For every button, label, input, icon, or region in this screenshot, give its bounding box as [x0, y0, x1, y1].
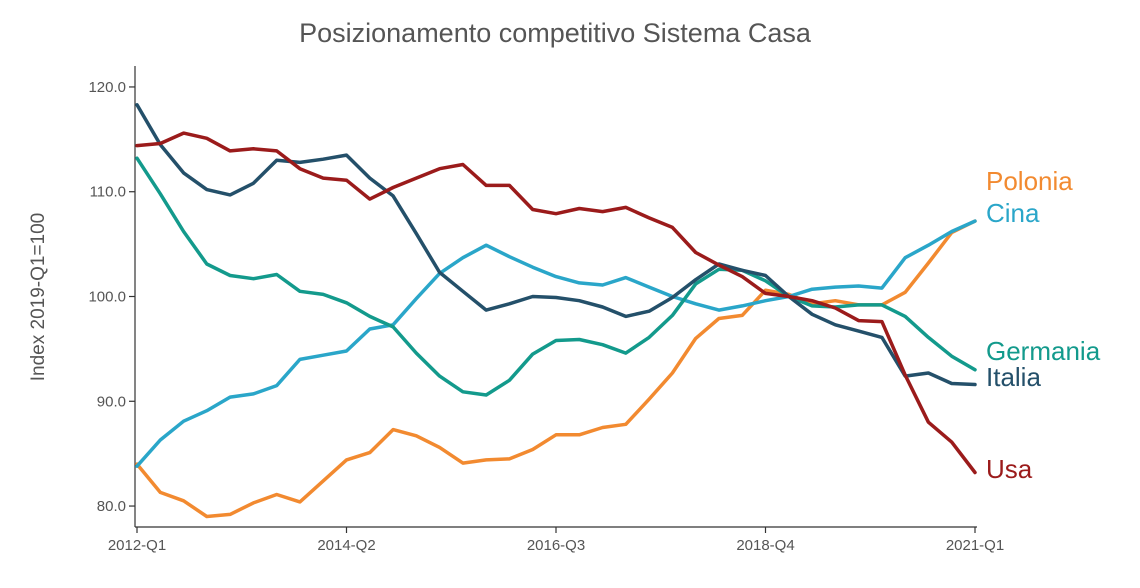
series-lines: [135, 103, 977, 519]
x-tick-label: 2014-Q2: [317, 537, 375, 554]
x-axis-ticks: 2012-Q1 2014-Q2 2016-Q3 2018-Q4 2021-Q1: [108, 527, 1004, 554]
y-axis-label: Index 2019-Q1=100: [28, 213, 49, 382]
series-line-italia: [135, 103, 977, 387]
y-tick-label: 110.0: [90, 184, 126, 201]
chart-title: Posizionamento competitivo Sistema Casa: [299, 18, 812, 48]
series-label-germania: Germania: [986, 336, 1101, 366]
x-tick-label: 2016-Q3: [527, 537, 585, 554]
x-tick-label: 2021-Q1: [946, 537, 1004, 554]
y-tick-label: 90.0: [97, 393, 126, 410]
y-tick-label: 120.0: [88, 79, 126, 96]
x-tick-label: 2018-Q4: [736, 537, 794, 554]
series-label-polonia: Polonia: [986, 166, 1073, 196]
x-tick-label: 2012-Q1: [108, 537, 166, 554]
y-tick-label: 100.0: [88, 289, 126, 306]
y-axis-ticks: 80.0 90.0 100.0 110.0 120.0: [88, 79, 135, 515]
series-label-cina: Cina: [986, 198, 1040, 228]
y-tick-label: 80.0: [97, 498, 126, 515]
series-label-usa: Usa: [986, 454, 1033, 484]
series-line-polonia: [135, 219, 977, 519]
series-line-usa: [135, 131, 977, 475]
series-label-italia: Italia: [986, 362, 1041, 392]
series-line-cina: [135, 219, 977, 468]
